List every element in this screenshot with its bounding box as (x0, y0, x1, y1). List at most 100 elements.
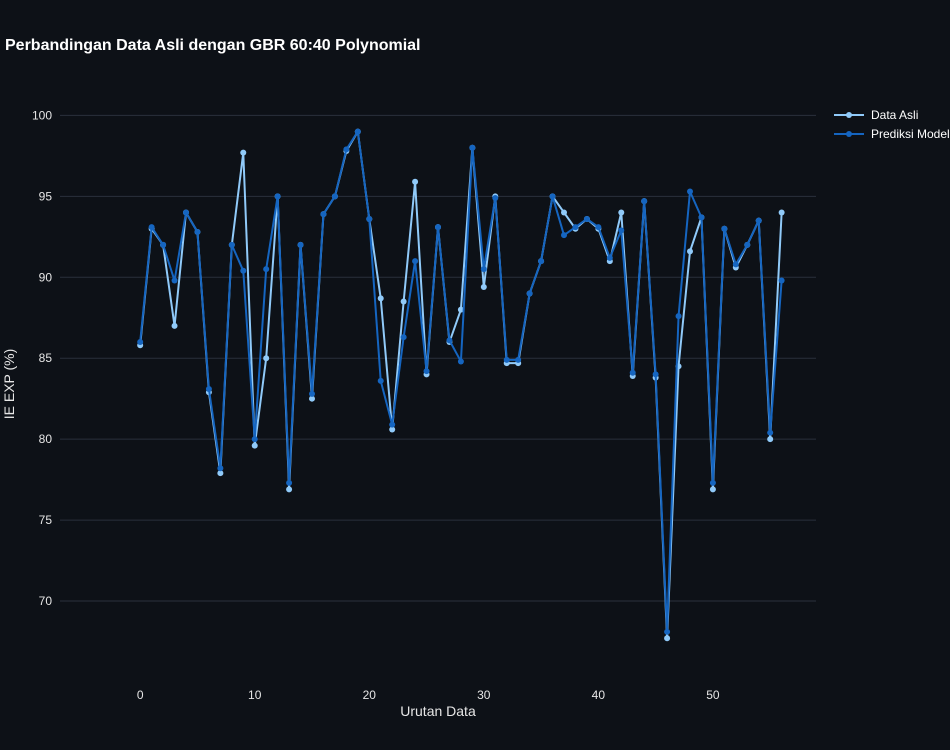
data-point[interactable] (263, 266, 270, 273)
x-tick-label: 40 (592, 688, 606, 702)
data-point[interactable] (148, 224, 155, 231)
data-point[interactable] (377, 377, 384, 384)
legend-label: Data Asli (871, 108, 918, 122)
legend-marker (846, 112, 852, 118)
data-point[interactable] (274, 193, 281, 200)
y-tick-label: 90 (39, 270, 53, 284)
data-point[interactable] (664, 635, 671, 642)
data-point[interactable] (583, 215, 590, 222)
data-point[interactable] (687, 188, 693, 195)
data-point[interactable] (721, 225, 728, 232)
data-point[interactable] (675, 313, 682, 320)
series-line (139, 130, 783, 640)
data-point[interactable] (354, 128, 361, 135)
data-point[interactable] (595, 224, 602, 231)
data-point[interactable] (251, 442, 258, 449)
legend-label: Prediksi Model (871, 127, 950, 141)
data-point[interactable] (480, 266, 487, 273)
data-point[interactable] (480, 283, 487, 290)
x-axis-ticks: 0 10 20 30 40 50 (137, 688, 720, 702)
data-point[interactable] (309, 395, 315, 402)
data-point[interactable] (767, 436, 774, 443)
data-point[interactable] (767, 429, 774, 436)
data-point[interactable] (320, 211, 327, 218)
data-point[interactable] (457, 306, 464, 313)
data-point[interactable] (194, 228, 201, 235)
data-point[interactable] (778, 209, 785, 216)
data-point[interactable] (217, 465, 224, 472)
x-tick-label: 30 (477, 688, 491, 702)
data-point[interactable] (331, 193, 338, 200)
data-point[interactable] (240, 149, 247, 156)
data-point[interactable] (366, 215, 373, 222)
data-point[interactable] (503, 356, 510, 363)
data-point[interactable] (286, 479, 293, 486)
legend[interactable]: Data Asli Prediksi Model (834, 108, 950, 141)
data-point[interactable] (160, 241, 167, 248)
data-point[interactable] (572, 224, 579, 231)
data-point[interactable] (412, 258, 419, 265)
data-point[interactable] (240, 267, 247, 274)
data-point[interactable] (286, 486, 293, 493)
data-point[interactable] (171, 322, 178, 329)
data-point[interactable] (251, 436, 258, 443)
data-point[interactable] (205, 385, 212, 392)
data-point[interactable] (618, 227, 625, 234)
data-point[interactable] (515, 356, 522, 363)
data-point[interactable] (709, 479, 716, 486)
data-point[interactable] (389, 426, 396, 433)
data-point[interactable] (309, 390, 315, 397)
data-point[interactable] (423, 368, 430, 375)
data-point[interactable] (652, 371, 659, 378)
data-point[interactable] (446, 337, 453, 344)
data-point[interactable] (412, 178, 419, 185)
data-point[interactable] (217, 470, 224, 477)
y-tick-label: 80 (39, 432, 53, 446)
data-point[interactable] (171, 277, 178, 284)
series-1 (137, 128, 785, 642)
data-point[interactable] (606, 254, 613, 261)
data-point[interactable] (389, 421, 396, 428)
data-point[interactable] (343, 146, 350, 153)
data-point[interactable] (561, 232, 567, 239)
legend-item[interactable]: Data Asli (834, 108, 918, 122)
y-tick-label: 95 (39, 189, 53, 203)
data-point[interactable] (641, 198, 648, 205)
legend-marker (846, 131, 852, 137)
data-point[interactable] (435, 224, 441, 231)
data-point[interactable] (709, 486, 716, 493)
y-tick-label: 75 (39, 513, 53, 527)
y-axis-ticks: 70 75 80 85 90 95 100 (32, 108, 52, 608)
data-point[interactable] (755, 217, 762, 224)
data-point[interactable] (526, 290, 533, 297)
data-point[interactable] (183, 209, 189, 216)
data-point[interactable] (732, 261, 739, 268)
data-point[interactable] (400, 334, 407, 341)
y-tick-label: 70 (39, 594, 53, 608)
data-point[interactable] (698, 214, 705, 221)
data-point[interactable] (538, 258, 545, 265)
data-point[interactable] (469, 144, 476, 151)
data-point[interactable] (137, 339, 144, 346)
data-point[interactable] (377, 295, 384, 302)
data-point[interactable] (687, 248, 693, 255)
data-point[interactable] (618, 209, 625, 216)
y-tick-label: 100 (32, 108, 52, 122)
data-point[interactable] (778, 277, 785, 284)
data-point[interactable] (744, 241, 751, 248)
data-point[interactable] (561, 209, 567, 216)
data-point[interactable] (629, 369, 636, 376)
data-point[interactable] (664, 628, 671, 635)
data-point[interactable] (457, 358, 464, 365)
chart-title: Perbandingan Data Asli dengan GBR 60:40 … (5, 37, 421, 54)
data-point[interactable] (228, 241, 235, 248)
data-point[interactable] (263, 355, 270, 362)
data-point[interactable] (400, 298, 407, 305)
series-2 (137, 128, 785, 635)
data-point[interactable] (297, 241, 304, 248)
series-layer (137, 128, 785, 642)
legend-item[interactable]: Prediksi Model (834, 127, 950, 141)
data-point[interactable] (549, 193, 556, 200)
data-point[interactable] (492, 194, 499, 201)
